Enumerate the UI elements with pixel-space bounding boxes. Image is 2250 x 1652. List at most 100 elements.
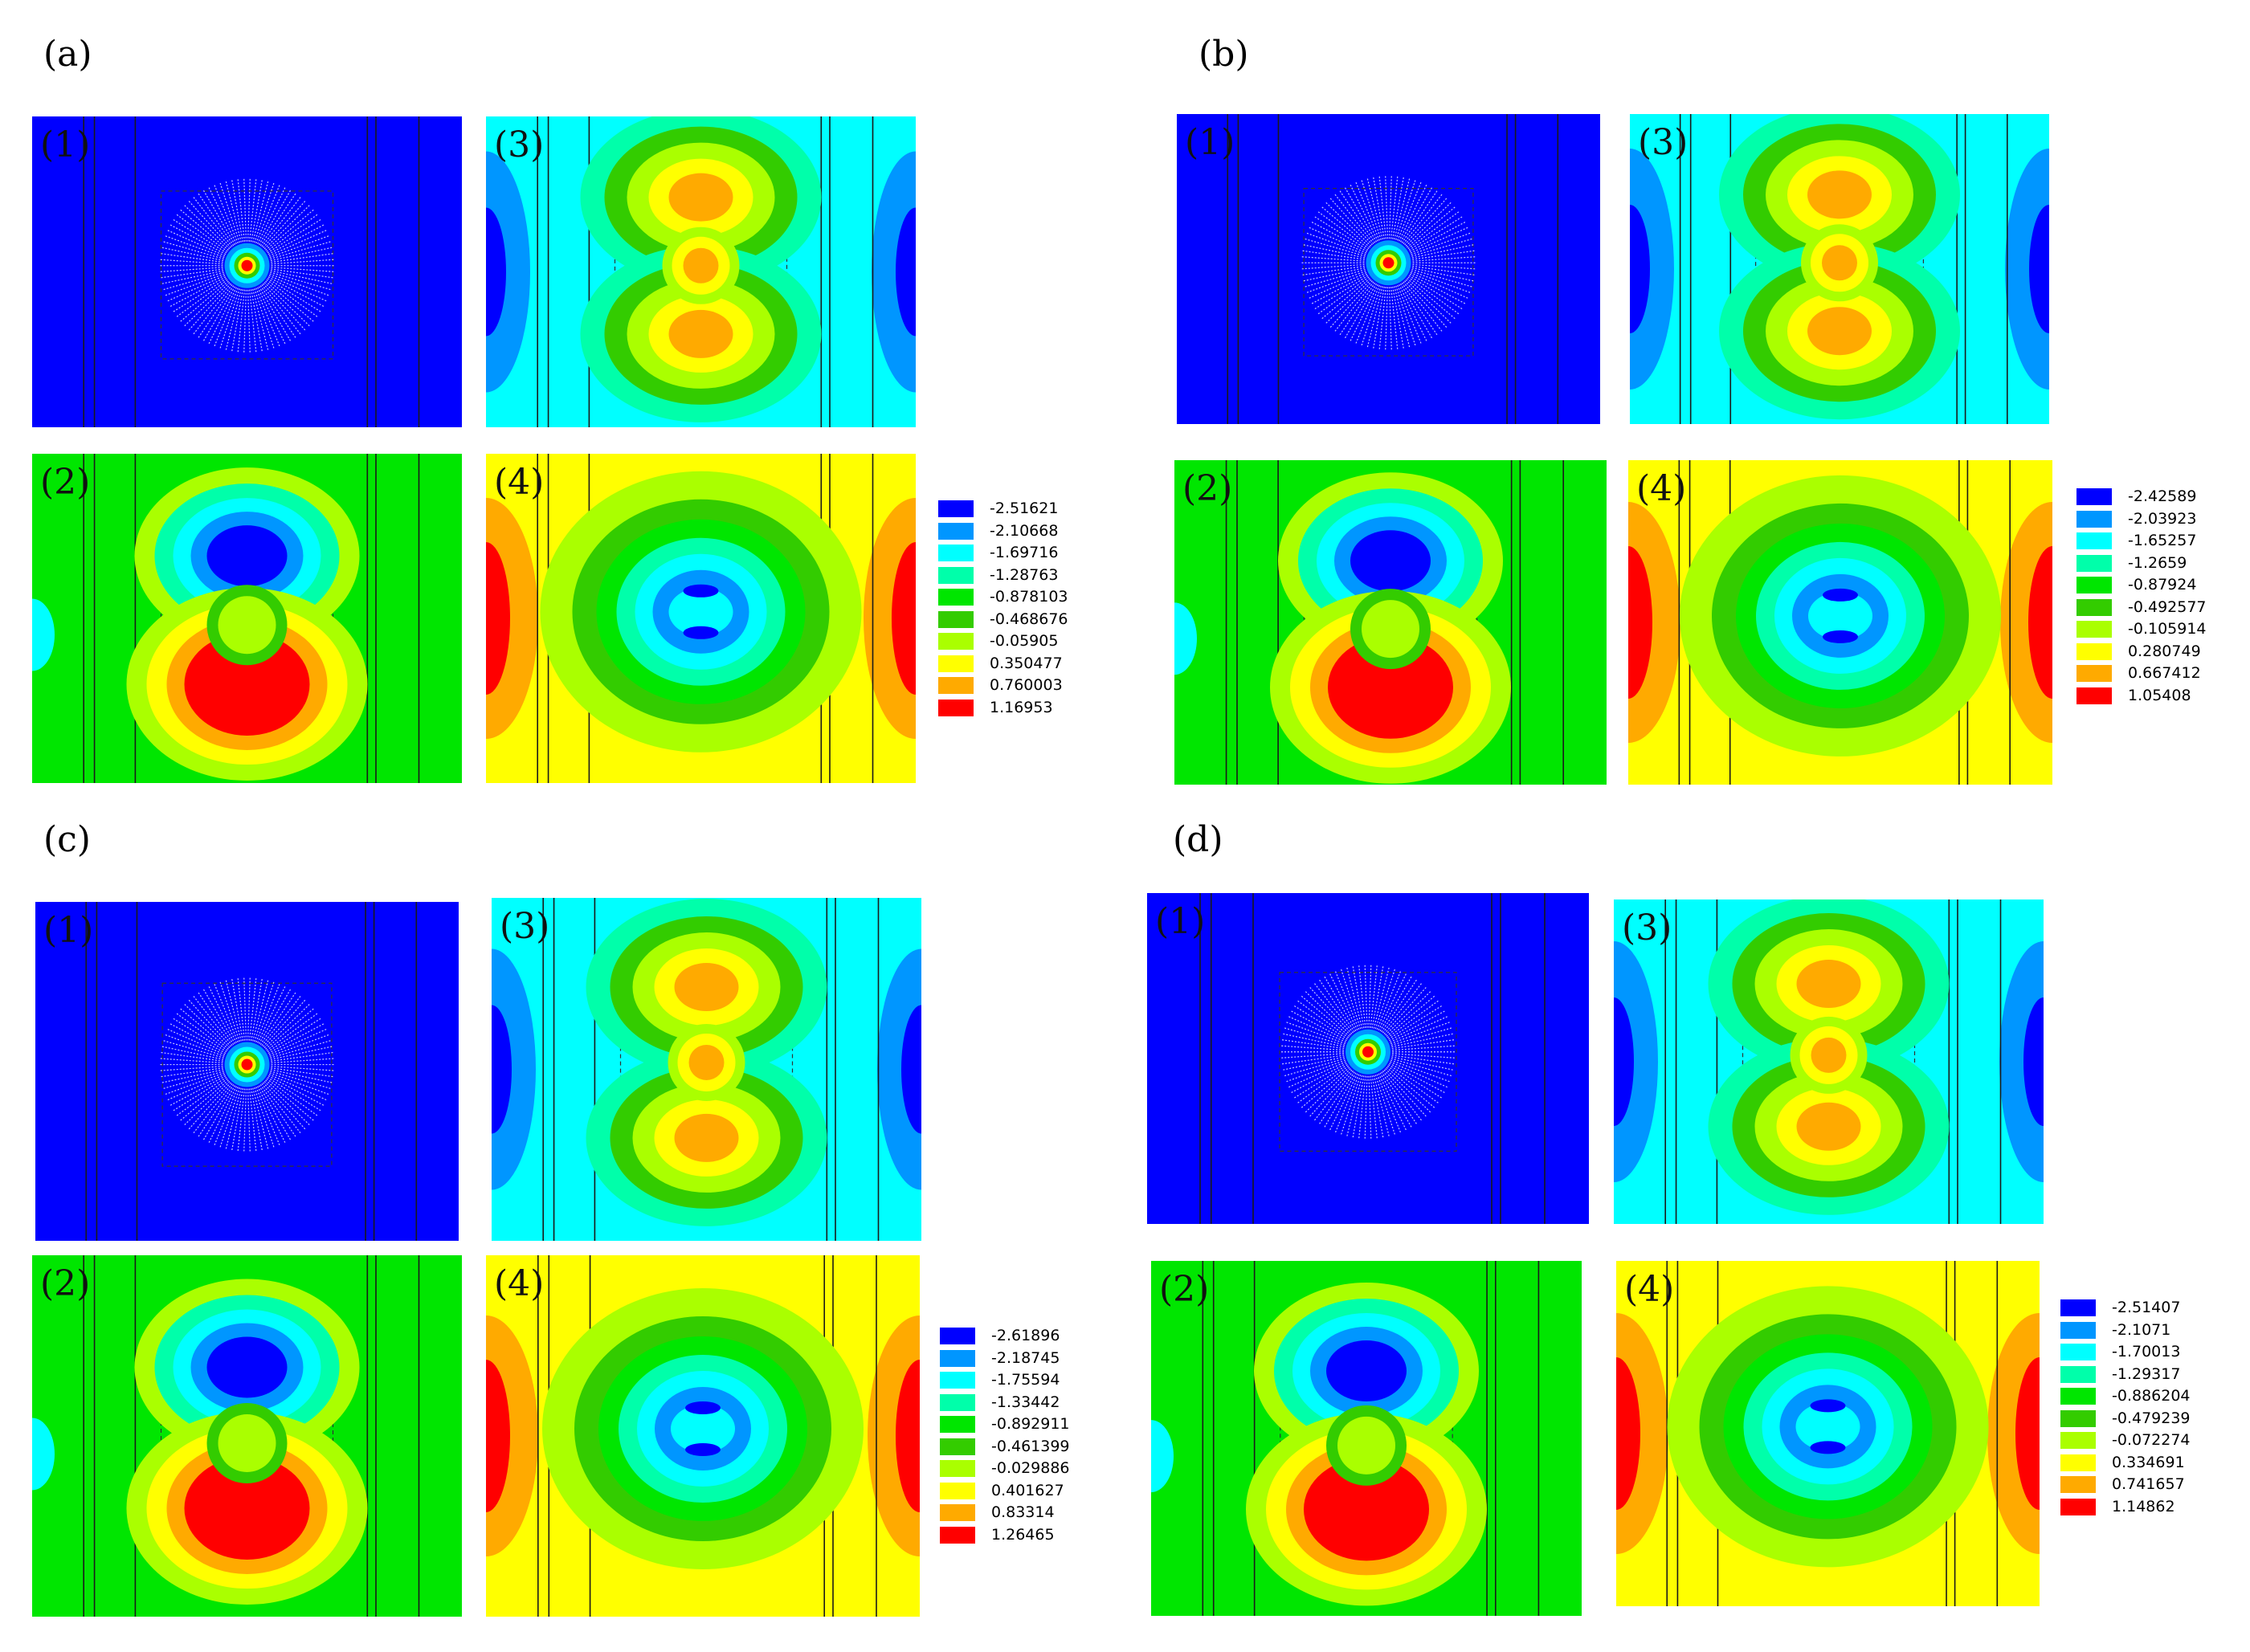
mesh-ray <box>249 177 257 242</box>
contour-band <box>241 1059 253 1071</box>
mesh-ray <box>1382 981 1423 1034</box>
mesh-ray <box>1392 286 1405 350</box>
contour-band <box>1362 1046 1374 1058</box>
mesh-ray <box>1408 215 1464 251</box>
mesh-ray <box>1323 1072 1357 1129</box>
mesh-ray <box>159 1067 223 1078</box>
legend-value: -0.87924 <box>2128 576 2197 593</box>
mesh-ray <box>1364 1075 1368 1140</box>
contour-band <box>896 207 916 337</box>
mesh-ray <box>261 284 302 336</box>
mesh-ray <box>1385 174 1389 239</box>
mesh-ray <box>1379 1072 1413 1129</box>
contour-panel-2: (2) <box>32 1255 462 1617</box>
contour-band <box>2015 1357 2040 1510</box>
contour-band <box>688 1044 725 1080</box>
mesh-ray <box>1412 263 1477 270</box>
legend-value: -0.878103 <box>990 588 1068 606</box>
panel-label: (1) <box>1155 901 1206 942</box>
panel-label: (3) <box>1638 122 1689 163</box>
mesh-ray <box>252 179 269 243</box>
mesh-ray <box>268 1028 329 1055</box>
mesh-ray <box>237 177 245 242</box>
mesh-ray <box>257 287 287 345</box>
mesh-ray <box>1374 967 1396 1030</box>
mesh-ray <box>1410 226 1470 254</box>
contour-band <box>1807 170 1872 219</box>
mesh-ray <box>1389 1010 1447 1042</box>
contour-band <box>892 542 916 695</box>
mesh-ray <box>1338 282 1376 337</box>
mesh-ray <box>1390 1026 1453 1046</box>
mesh-ray <box>271 1067 335 1078</box>
legend-swatch <box>2060 1344 2096 1360</box>
mesh-ray <box>247 1088 251 1153</box>
mesh-ray <box>267 1017 323 1053</box>
legend-value: 0.280749 <box>2128 642 2201 660</box>
legend-value: -0.892911 <box>991 1415 1070 1433</box>
mesh-ray <box>1408 275 1464 311</box>
contour-panel-3: (3) <box>486 116 916 427</box>
mesh-ray <box>158 1058 223 1064</box>
legend-swatch <box>2076 642 2112 660</box>
contour-band <box>1796 960 1861 1009</box>
legend-swatch <box>2076 621 2112 638</box>
contour-panel-1: (1) <box>32 116 462 427</box>
contour-band <box>671 1405 735 1453</box>
contour-plot <box>486 454 916 783</box>
mesh-ray <box>1378 174 1386 239</box>
contour-panel-4: (4) <box>1628 460 2052 785</box>
legend-swatch <box>2060 1454 2096 1471</box>
legend-value: -0.105914 <box>2128 620 2207 638</box>
contour-panel-3: (3) <box>1630 114 2049 424</box>
contour-band <box>32 1417 55 1491</box>
mesh-ray <box>1391 1056 1455 1071</box>
mesh-ray <box>1287 1061 1346 1089</box>
mesh-ray <box>1370 964 1378 1028</box>
panel-label: (2) <box>40 1263 91 1304</box>
mesh-ray <box>268 1074 329 1101</box>
mesh-ray <box>165 275 226 303</box>
mesh-ray <box>202 286 236 343</box>
mesh-ray <box>255 1087 281 1147</box>
legend-swatch <box>2076 598 2112 616</box>
mesh-ray <box>1372 175 1385 239</box>
mesh-ray <box>182 282 231 328</box>
legend-value: -0.461399 <box>991 1437 1070 1455</box>
mesh-ray <box>182 203 231 250</box>
contour-band <box>241 259 253 271</box>
mesh-ray <box>1388 1064 1444 1099</box>
mesh-ray <box>255 982 281 1042</box>
mesh-ray <box>1382 1071 1423 1122</box>
legend-swatch <box>2060 1498 2096 1515</box>
mesh-ray <box>1349 183 1378 242</box>
contour-panel-2: (2) <box>1151 1261 1582 1616</box>
mesh-ray <box>225 179 242 243</box>
contour-panel-3: (3) <box>492 898 921 1241</box>
mesh-ray <box>271 267 336 273</box>
mesh-ray <box>257 985 287 1043</box>
legend-value: -1.69716 <box>990 544 1059 561</box>
contour-band <box>668 173 733 222</box>
figure-group-d: (d) (1) (2) (3) (4) -2.51407 -2.1071 -1.70… <box>1125 803 2250 1652</box>
mesh-ray <box>1360 285 1382 348</box>
panel-label: (2) <box>40 462 91 503</box>
mesh-ray <box>159 252 223 263</box>
mesh-ray <box>259 192 297 247</box>
mesh-ray <box>255 288 281 348</box>
mesh-ray <box>1399 283 1428 343</box>
mesh-ray <box>252 978 269 1042</box>
legend-value: -1.75594 <box>991 1371 1060 1389</box>
contour-panel-2: (2) <box>1174 460 1607 785</box>
contour-band <box>2029 205 2049 333</box>
mesh-ray <box>259 991 297 1046</box>
mesh-ray <box>231 977 243 1042</box>
legend-swatch <box>2060 1476 2096 1493</box>
contour-band <box>1796 1102 1861 1151</box>
panel-label: (4) <box>494 462 545 503</box>
mesh-ray <box>1296 1065 1350 1104</box>
mesh-ray <box>258 1085 292 1142</box>
mesh-ray <box>1358 1075 1366 1140</box>
mesh-ray <box>1317 276 1370 316</box>
mesh-ray <box>249 977 257 1041</box>
